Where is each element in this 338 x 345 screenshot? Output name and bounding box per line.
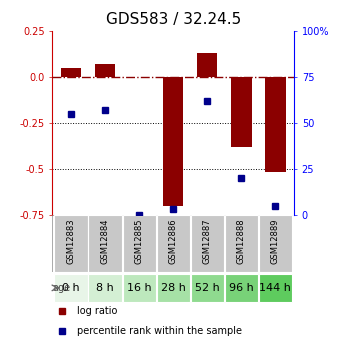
Bar — [231, 77, 251, 147]
Text: 96 h: 96 h — [229, 283, 254, 293]
Text: 52 h: 52 h — [195, 283, 220, 293]
Text: GSM12884: GSM12884 — [101, 219, 110, 264]
FancyBboxPatch shape — [122, 274, 156, 302]
Text: GSM12886: GSM12886 — [169, 219, 178, 264]
FancyBboxPatch shape — [122, 215, 156, 272]
Bar — [61, 68, 81, 77]
Text: 0 h: 0 h — [62, 283, 80, 293]
FancyBboxPatch shape — [89, 215, 122, 272]
FancyBboxPatch shape — [191, 274, 224, 302]
Text: GSM12883: GSM12883 — [67, 219, 76, 264]
FancyBboxPatch shape — [54, 274, 88, 302]
Text: log ratio: log ratio — [76, 306, 117, 316]
Text: GSM12889: GSM12889 — [271, 219, 280, 264]
Text: 144 h: 144 h — [259, 283, 291, 293]
Text: GSM12888: GSM12888 — [237, 219, 246, 264]
Bar — [197, 53, 217, 77]
Bar — [95, 64, 115, 77]
FancyBboxPatch shape — [259, 215, 292, 272]
Text: 28 h: 28 h — [161, 283, 186, 293]
Text: GSM12885: GSM12885 — [135, 219, 144, 264]
FancyBboxPatch shape — [191, 215, 224, 272]
FancyBboxPatch shape — [54, 215, 88, 272]
FancyBboxPatch shape — [156, 215, 190, 272]
FancyBboxPatch shape — [156, 274, 190, 302]
Text: GSM12887: GSM12887 — [203, 219, 212, 264]
Text: GDS583 / 32.24.5: GDS583 / 32.24.5 — [105, 12, 241, 27]
Text: 16 h: 16 h — [127, 283, 151, 293]
FancyBboxPatch shape — [89, 274, 122, 302]
Bar — [265, 77, 286, 172]
FancyBboxPatch shape — [225, 274, 258, 302]
Bar — [163, 77, 184, 206]
Text: 8 h: 8 h — [96, 283, 114, 293]
Text: percentile rank within the sample: percentile rank within the sample — [76, 326, 242, 336]
Text: age: age — [53, 283, 71, 293]
FancyBboxPatch shape — [225, 215, 258, 272]
FancyBboxPatch shape — [259, 274, 292, 302]
